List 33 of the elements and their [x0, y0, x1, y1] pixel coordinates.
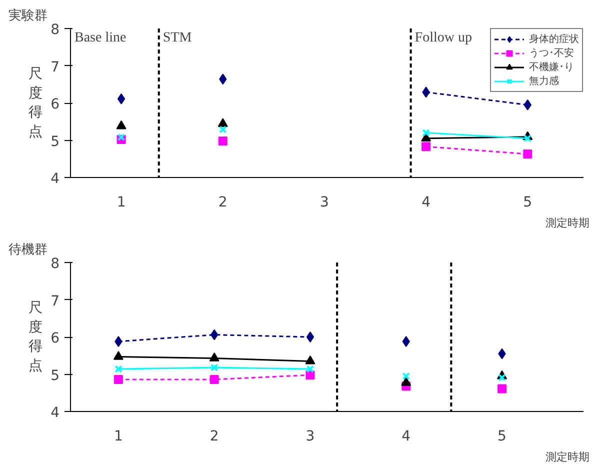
y-tick-label: 4 [50, 171, 60, 187]
x-tick-label: 3 [306, 428, 315, 444]
y-tick-label: 6 [50, 96, 60, 112]
y-axis-title: 尺度得点 [28, 300, 43, 374]
annotation: STM [162, 30, 192, 46]
x-tick-label: 5 [498, 428, 506, 444]
x-tick-label: 2 [210, 428, 219, 444]
y-tick-label: 7 [50, 59, 60, 76]
x-axis-title: 測定時期 [546, 450, 590, 464]
legend-label: 無力感 [529, 74, 559, 88]
x-tick-label: 5 [523, 194, 532, 210]
chart-title: 待機群 [8, 242, 48, 258]
y-tick-label: 5 [50, 134, 60, 150]
legend-label: 不機嫌･り [529, 60, 574, 74]
x-tick-label: 2 [218, 194, 228, 210]
x-axis-title: 測定時期 [546, 216, 590, 230]
x-tick-label: 4 [422, 194, 431, 210]
y-tick-label: 8 [50, 256, 60, 272]
y-tick-label: 4 [50, 405, 60, 421]
annotation: Follow up [414, 30, 472, 46]
annotation: Base line [74, 30, 126, 46]
x-tick-label: 1 [116, 194, 126, 210]
y-tick-label: 8 [50, 22, 60, 38]
x-tick-label: 1 [114, 428, 123, 444]
x-tick-label: 3 [320, 194, 329, 210]
legend-label: 身体的症状 [529, 32, 579, 46]
y-tick-label: 7 [50, 293, 60, 310]
y-tick-label: 5 [50, 368, 60, 384]
y-tick-label: 6 [50, 330, 60, 346]
legend-label: うつ･不安 [529, 46, 574, 60]
x-tick-label: 4 [402, 428, 411, 444]
y-axis-title: 尺度得点 [28, 66, 43, 140]
chart-title: 実験群 [8, 8, 48, 24]
